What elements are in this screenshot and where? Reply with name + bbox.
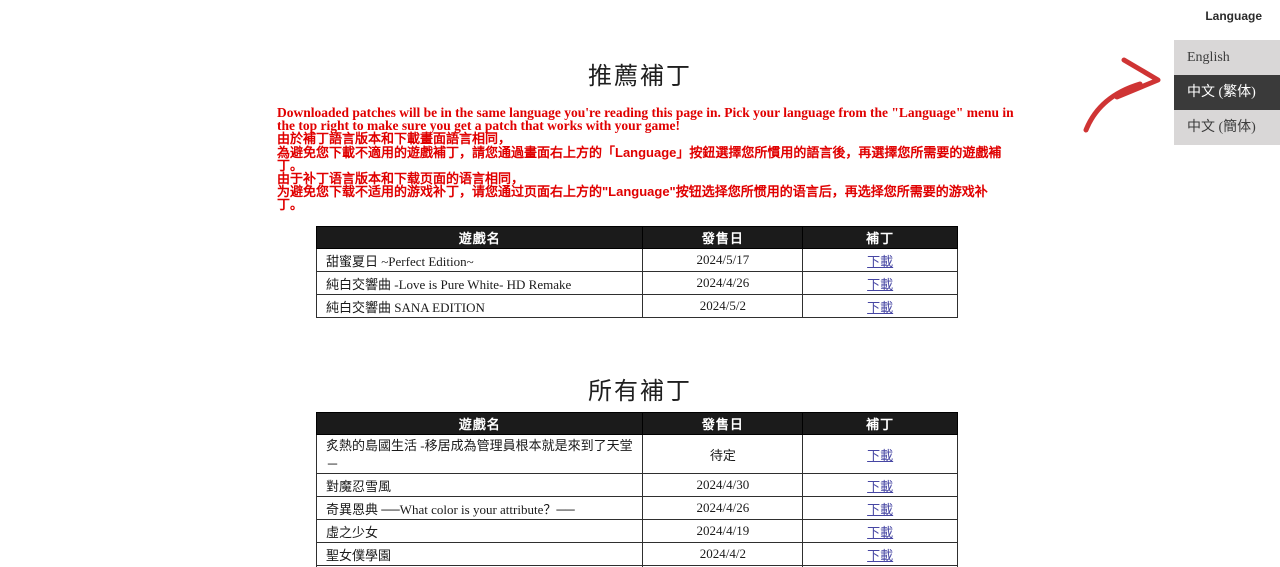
release-date-cell: 2024/4/2 xyxy=(642,542,804,566)
recommended-patches-title: 推薦補丁 xyxy=(588,63,692,90)
download-link[interactable]: 下載 xyxy=(867,547,894,563)
game-name-cell: 聖女僕學園 xyxy=(315,542,644,566)
table-header-row: 遊戲名 發售日 補丁 xyxy=(315,226,958,249)
table-row: 前不良人妻 雛子 ～將她的身心都睡過來！～ 2024/3/12 下載 xyxy=(315,565,958,567)
download-link[interactable]: 下載 xyxy=(867,524,894,540)
release-date-cell: 2024/5/17 xyxy=(642,248,804,272)
all-patches-table: 遊戲名 發售日 補丁 炙熱的島國生活 -移居成為管理員根本就是來到了天堂－ 待定… xyxy=(315,412,958,567)
release-date-cell: 2024/4/19 xyxy=(642,519,804,543)
release-date-cell: 2024/3/12 xyxy=(642,565,804,567)
game-name-cell: 炙熱的島國生活 -移居成為管理員根本就是來到了天堂－ xyxy=(315,434,644,474)
table-header-row: 遊戲名 發售日 補丁 xyxy=(315,412,958,435)
warning-line: the top right to make sure you get a pat… xyxy=(277,118,680,134)
language-warning-text: Downloaded patches will be in the same l… xyxy=(277,106,1037,212)
warning-line: 丁。 xyxy=(277,197,304,213)
game-name-cell: 奇異恩典 ──What color is your attribute？── xyxy=(315,496,644,520)
hand-drawn-arrow-icon xyxy=(1083,57,1161,133)
warning-line: 為避免您下載不適用的遊戲補丁，請您通過畫面右上方的「Language」按鈕選擇您… xyxy=(277,144,1002,160)
language-option-english[interactable]: English xyxy=(1187,50,1230,65)
warning-line: 由于补丁语言版本和下载页面的语言相同， xyxy=(277,171,525,187)
warning-line: 为避免您下载不适用的游戏补丁，请您通过页面右上方的"Language"按钮选择您… xyxy=(277,184,988,200)
table-row: 純白交響曲 -Love is Pure White- HD Remake 202… xyxy=(315,271,958,295)
release-date-cell: 2024/4/26 xyxy=(642,496,804,520)
download-link[interactable]: 下載 xyxy=(867,299,894,315)
download-link[interactable]: 下載 xyxy=(867,447,894,463)
table-row: 甜蜜夏日 ~Perfect Edition~ 2024/5/17 下載 xyxy=(315,248,958,272)
language-option-simplified-chinese[interactable]: 中文 (簡体) xyxy=(1187,120,1256,135)
game-name-cell: 虛之少女 xyxy=(315,519,644,543)
game-name-cell: 純白交響曲 SANA EDITION xyxy=(315,294,644,318)
download-link[interactable]: 下載 xyxy=(867,253,894,269)
table-row: 聖女僕學園 2024/4/2 下載 xyxy=(315,542,958,566)
language-menu: English 中文 (繁体) 中文 (簡体) xyxy=(1174,40,1280,145)
column-header-release-date: 發售日 xyxy=(642,412,804,435)
table-row: 虛之少女 2024/4/19 下載 xyxy=(315,519,958,543)
warning-line: 丁。 xyxy=(277,157,304,173)
column-header-game-name: 遊戲名 xyxy=(315,412,644,435)
all-patches-title: 所有補丁 xyxy=(588,378,692,405)
release-date-cell: 2024/5/2 xyxy=(642,294,804,318)
warning-line: 由於補丁語言版本和下載畫面語言相同， xyxy=(277,131,512,147)
release-date-cell: 2024/4/26 xyxy=(642,271,804,295)
table-row: 奇異恩典 ──What color is your attribute？── 2… xyxy=(315,496,958,520)
language-option-traditional-chinese[interactable]: 中文 (繁体) xyxy=(1174,75,1280,110)
recommended-patches-table: 遊戲名 發售日 補丁 甜蜜夏日 ~Perfect Edition~ 2024/5… xyxy=(315,226,958,318)
download-link[interactable]: 下載 xyxy=(867,478,894,494)
download-link[interactable]: 下載 xyxy=(867,276,894,292)
table-row: 對魔忍雪風 2024/4/30 下載 xyxy=(315,473,958,497)
table-row: 炙熱的島國生活 -移居成為管理員根本就是來到了天堂－ 待定 下載 xyxy=(315,434,958,474)
column-header-game-name: 遊戲名 xyxy=(315,226,644,249)
release-date-cell: 待定 xyxy=(642,434,804,474)
game-name-cell: 對魔忍雪風 xyxy=(315,473,644,497)
download-link[interactable]: 下載 xyxy=(867,501,894,517)
warning-line: Downloaded patches will be in the same l… xyxy=(277,105,1014,120)
column-header-patch: 補丁 xyxy=(802,226,958,249)
game-name-cell: 甜蜜夏日 ~Perfect Edition~ xyxy=(315,248,644,272)
column-header-release-date: 發售日 xyxy=(642,226,804,249)
game-name-cell: 純白交響曲 -Love is Pure White- HD Remake xyxy=(315,271,644,295)
column-header-patch: 補丁 xyxy=(802,412,958,435)
game-name-cell: 前不良人妻 雛子 ～將她的身心都睡過來！～ xyxy=(315,565,644,567)
language-menu-button[interactable]: Language xyxy=(1205,9,1262,23)
release-date-cell: 2024/4/30 xyxy=(642,473,804,497)
table-row: 純白交響曲 SANA EDITION 2024/5/2 下載 xyxy=(315,294,958,318)
